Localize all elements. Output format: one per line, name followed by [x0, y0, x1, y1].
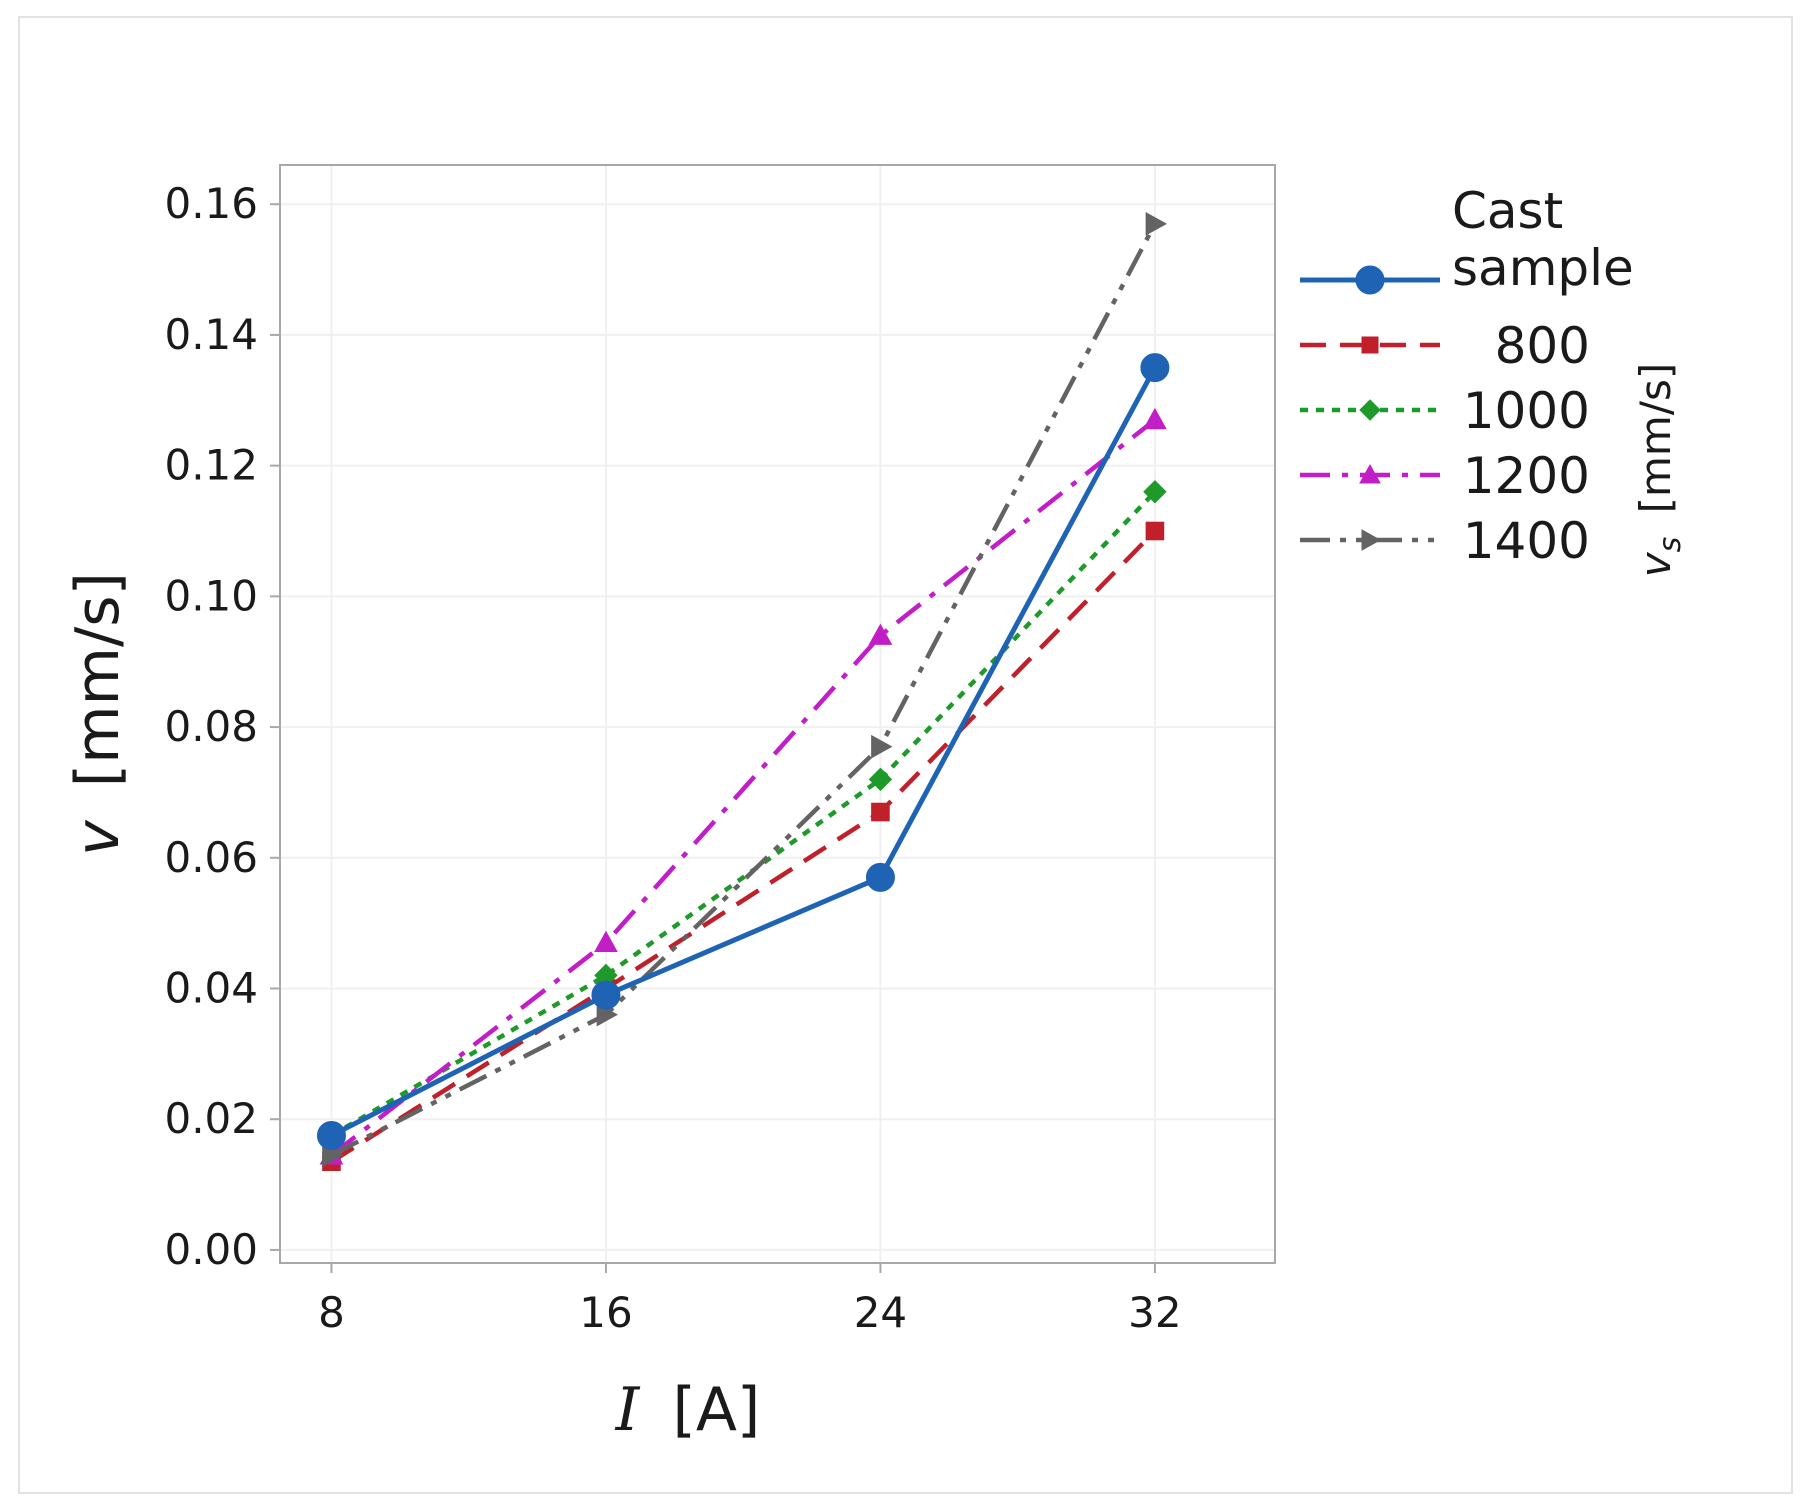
x-tick-label: 8	[318, 1288, 345, 1337]
legend-item: 1400	[1300, 512, 1590, 570]
legend-item	[1300, 265, 1440, 295]
y-tick-label: 0.04	[164, 964, 258, 1013]
data-point-triangle-up	[868, 623, 893, 645]
data-point-circle	[591, 980, 621, 1010]
series-cast-sample	[316, 353, 1170, 1151]
y-axis-ticks: 0.00 0.02 0.04 0.06 0.08 0.10 0.12 0.14 0.16	[164, 179, 280, 1274]
data-point-circle	[316, 1121, 346, 1151]
data-point-square	[871, 802, 890, 822]
y-tick-label: 0.02	[164, 1094, 258, 1143]
legend-title-line2: sample	[1452, 239, 1634, 297]
data-point-diamond	[868, 767, 893, 792]
legend-item: 1000	[1300, 382, 1590, 440]
series-line	[330, 418, 1157, 1157]
legend-title-line1: Cast	[1452, 182, 1563, 240]
data-point-circle	[1140, 353, 1170, 383]
data-point-triangle-right	[1361, 529, 1382, 551]
data-point-triangle-up	[1359, 463, 1381, 484]
grid	[280, 165, 1275, 1263]
legend-label: 1400	[1463, 512, 1590, 570]
legend: Cast sample 800 1000 1200 1400 vs [mm/s]	[1300, 182, 1690, 578]
y-tick-label: 0.06	[164, 833, 258, 882]
legend-item: 1200	[1300, 447, 1590, 505]
data-point-square	[1145, 521, 1165, 541]
x-tick-label: 16	[579, 1288, 632, 1337]
series-group	[316, 211, 1170, 1171]
y-tick-label: 0.00	[164, 1225, 258, 1274]
y-axis-label: v [mm/s]	[63, 572, 133, 856]
legend-item: 800	[1300, 317, 1590, 375]
data-point-circle	[865, 862, 895, 892]
series-line	[330, 490, 1157, 1138]
legend-label: 800	[1495, 317, 1590, 375]
series-1200	[319, 407, 1167, 1165]
x-tick-label: 32	[1128, 1288, 1181, 1337]
y-tick-label: 0.16	[164, 179, 258, 228]
plot-area	[279, 164, 1276, 1264]
x-axis-ticks: 8 16 24 32	[318, 1263, 1182, 1337]
legend-axis-label: vs [mm/s]	[1631, 363, 1690, 578]
series-line	[330, 529, 1157, 1164]
y-tick-label: 0.12	[164, 441, 258, 490]
data-point-triangle-right	[871, 734, 893, 759]
legend-items: 800 1000 1200 1400	[1300, 265, 1590, 570]
series-line	[330, 366, 1158, 1138]
series-1400	[322, 211, 1167, 1168]
x-tick-label: 24	[854, 1288, 907, 1337]
data-point-triangle-up	[594, 930, 618, 953]
data-point-circle	[1355, 265, 1385, 295]
data-point-triangle-up	[1143, 407, 1167, 430]
legend-label: 1000	[1463, 382, 1590, 440]
data-point-diamond	[1143, 480, 1167, 504]
y-tick-label: 0.08	[164, 702, 258, 751]
data-point-triangle-right	[1145, 211, 1167, 236]
series-line	[330, 222, 1157, 1158]
data-point-square	[1361, 336, 1379, 354]
data-point-diamond	[1359, 399, 1381, 421]
y-tick-label: 0.10	[164, 571, 258, 620]
x-axis-label: I [A]	[615, 1375, 761, 1445]
legend-label: 1200	[1463, 447, 1590, 505]
y-tick-label: 0.14	[164, 310, 258, 359]
